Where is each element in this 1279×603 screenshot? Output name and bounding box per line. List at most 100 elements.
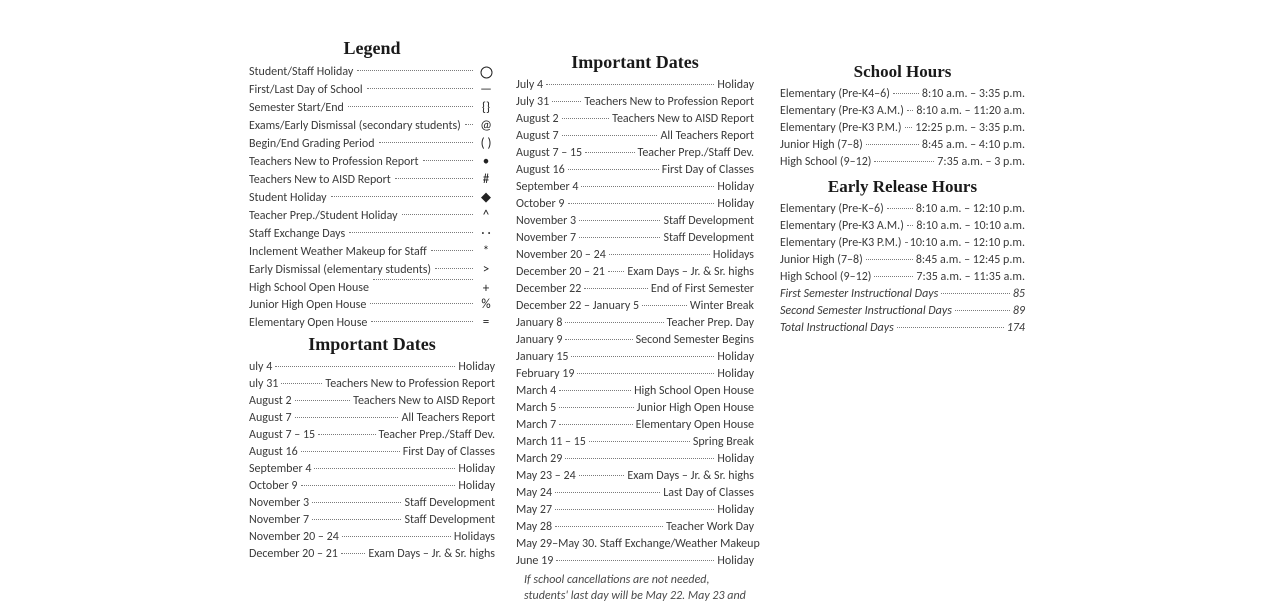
date-row: March 4High School Open House (516, 383, 754, 400)
date-row: November 3Staff Development (516, 213, 754, 230)
hours-value: 8:10 a.m. – 11:20 a.m. (916, 103, 1025, 120)
date-row: July 31 Teachers New to Profession Report (516, 94, 754, 111)
date-row: May 24Last Day of Classes (516, 485, 754, 502)
legend-item-label: Early Dismissal (elementary students) (249, 261, 431, 279)
hours-row: High School (9–12)7:35 a.m. – 11:35 a.m. (780, 269, 1025, 286)
date-event: All Teachers Report (401, 410, 495, 427)
instructional-days-list: First Semester Instructional Days85Secon… (780, 286, 1025, 337)
hours-value: 8:45 a.m. – 4:10 p.m. (922, 137, 1025, 154)
date-label: May 27 (516, 502, 552, 519)
date-row: September 4Holiday (516, 179, 754, 196)
date-row: February 19Holiday (516, 366, 754, 383)
date-label: March 7 (516, 417, 556, 434)
important-dates-title-2: Important Dates (516, 52, 754, 73)
date-row: May 23 – 24Exam Days – Jr. & Sr. highs (516, 468, 754, 485)
date-label: August 7 – 15 (516, 145, 582, 162)
legend-item: Early Dismissal (elementary students)> (249, 261, 495, 279)
important-dates-section-1: Important Dates uly 4Holidayuly 31Teache… (249, 334, 495, 563)
date-row: October 9Holiday (516, 196, 754, 213)
date-event: Holiday (717, 77, 754, 94)
date-label: November 20 – 24 (249, 529, 339, 546)
date-event: Teachers New to Profession Report (584, 94, 754, 111)
date-event: Second Semester Begins (636, 332, 754, 349)
date-label: uly 4 (249, 359, 272, 376)
date-event: Holiday (717, 196, 754, 213)
date-label: August 2 (516, 111, 559, 128)
date-label: December 22 (516, 281, 581, 298)
hours-label: First Semester Instructional Days (780, 286, 938, 303)
legend-item-symbol: * (477, 242, 495, 262)
date-event: Exam Days – Jr. & Sr. highs (627, 264, 754, 281)
date-row: August 2 Teachers New to AISD Report (516, 111, 754, 128)
date-row: December 20 – 21Exam Days – Jr. & Sr. hi… (516, 264, 754, 281)
hours-row: High School (9–12)7:35 a.m. – 3 p.m. (780, 154, 1025, 171)
date-row: uly 4Holiday (249, 359, 495, 376)
date-row: August 7 – 15Teacher Prep./Staff Dev. (516, 145, 754, 162)
legend-item: Teacher Prep./Student Holiday^ (249, 207, 495, 225)
hours-label: Elementary (Pre-K3 P.M.) (780, 235, 902, 252)
hours-label: Elementary (Pre-K4–6) (780, 86, 890, 103)
date-label: August 7 (516, 128, 559, 145)
legend-item-symbol: — (477, 80, 495, 100)
legend-item-symbol: % (477, 295, 495, 315)
date-event: Holiday (717, 349, 754, 366)
date-label: uly 31 (249, 376, 278, 393)
date-row: January 15Holiday (516, 349, 754, 366)
date-label: June 19 (516, 553, 553, 570)
date-event: Staff Development (663, 230, 754, 247)
date-label: August 7 (249, 410, 292, 427)
hours-value: 8:10 a.m. – 12:10 p.m. (916, 201, 1025, 218)
legend-item: Staff Exchange Days · · (249, 225, 495, 243)
date-label: March 5 (516, 400, 556, 417)
hours-section: School Hours Elementary (Pre-K4–6)8:10 a… (780, 60, 1025, 337)
date-row: May 28Teacher Work Day (516, 519, 754, 536)
date-label: November 20 – 24 (516, 247, 606, 264)
date-label: August 7 – 15 (249, 427, 315, 444)
date-event: Junior High Open House (637, 400, 754, 417)
legend-item-label: Junior High Open House (249, 296, 366, 314)
date-event: Holiday (717, 553, 754, 570)
date-label: December 20 – 21 (249, 546, 338, 563)
date-row: August 7 – 15Teacher Prep./Staff Dev. (249, 427, 495, 444)
date-row: November 20 – 24Holidays (516, 247, 754, 264)
legend-item-label: Inclement Weather Makeup for Staff (249, 243, 427, 261)
hours-row: Total Instructional Days174 (780, 320, 1025, 337)
hours-label: Elementary (Pre-K3 A.M.) (780, 218, 904, 235)
date-row: March 29Holiday (516, 451, 754, 468)
legend-item-label: Staff Exchange Days (249, 225, 345, 243)
date-label: November 3 (249, 495, 309, 512)
date-event: Spring Break (693, 434, 754, 451)
hours-row: First Semester Instructional Days85 (780, 286, 1025, 303)
hours-label: Elementary (Pre-K3 A.M.) (780, 103, 904, 120)
date-label: November 7 (249, 512, 309, 529)
important-dates-section-2: Important Dates July 4HolidayJuly 31Teac… (516, 52, 754, 603)
legend-item-label: Student/Staff Holiday (249, 63, 353, 81)
date-row: August 7 All Teachers Report (249, 410, 495, 427)
hours-value: 8:10 a.m. – 3:35 p.m. (922, 86, 1025, 103)
important-dates-title-1: Important Dates (249, 334, 495, 355)
date-label: February 19 (516, 366, 574, 383)
date-label: March 29 (516, 451, 562, 468)
date-row: May 29–May 30. Staff Exchange/Weather Ma… (516, 536, 754, 553)
date-row: November 3Staff Development (249, 495, 495, 512)
legend-item-label: Elementary Open House (249, 314, 367, 332)
legend-item-label: Student Holiday (249, 189, 327, 207)
legend-item-symbol (477, 62, 495, 82)
date-label: January 9 (516, 332, 562, 349)
legend-item-symbol: · · (477, 224, 495, 244)
date-label: March 11 – 15 (516, 434, 586, 451)
date-row: November 20 – 24Holidays (249, 529, 495, 546)
legend-item: Semester Start/End{} (249, 99, 495, 117)
date-row: November 7Staff Development (249, 512, 495, 529)
date-label: July 31 (516, 94, 549, 111)
legend-item-symbol: ◆ (477, 188, 495, 208)
date-row: March 5 Junior High Open House (516, 400, 754, 417)
hours-value: 7:35 a.m. – 11:35 a.m. (916, 269, 1025, 286)
date-event: Staff Development (663, 213, 754, 230)
legend-item: First/Last Day of School— (249, 81, 495, 99)
date-event: Teachers New to AISD Report (612, 111, 754, 128)
legend-item: Teachers New to Profession Report• (249, 153, 495, 171)
date-event: Holiday (458, 461, 495, 478)
legend-item: Inclement Weather Makeup for Staff * (249, 243, 495, 261)
date-label: December 22 – January 5 (516, 298, 639, 315)
